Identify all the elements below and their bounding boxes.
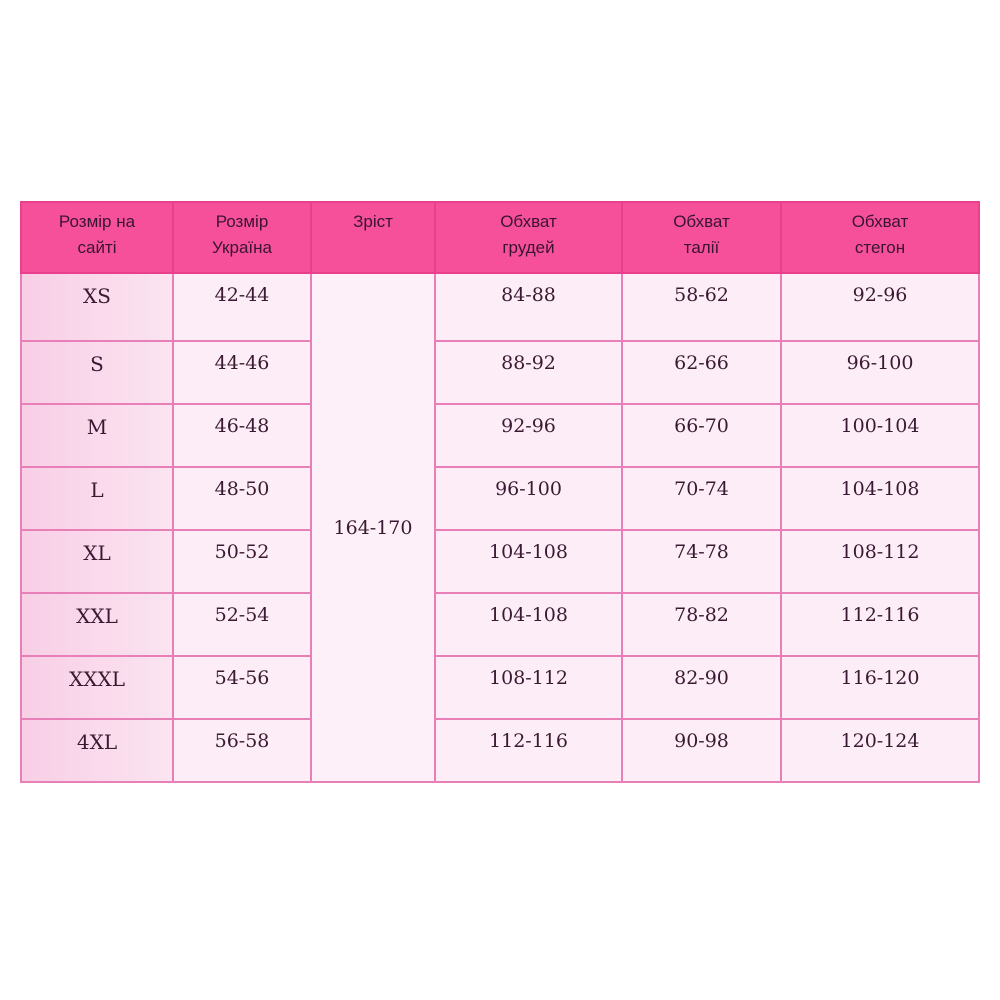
header-size-ukraine: Розмір Україна	[172, 201, 312, 274]
table-row: XL 50-52 104-108 74-78 108-112	[20, 529, 980, 594]
chest-cell: 84-88	[434, 272, 623, 342]
ukraine-size-cell: 56-58	[172, 718, 312, 783]
chest-cell: 112-116	[434, 718, 623, 783]
hips-cell: 112-116	[780, 592, 980, 657]
waist-cell: 74-78	[621, 529, 782, 594]
header-line: Обхват	[851, 212, 909, 231]
hips-cell: 92-96	[780, 272, 980, 342]
header-height: Зріст	[310, 201, 436, 274]
header-line: Розмір	[215, 212, 269, 231]
header-line: стегон	[854, 238, 906, 257]
chest-cell: 96-100	[434, 466, 623, 531]
size-cell: XXXL	[20, 655, 174, 720]
size-cell: 4XL	[20, 718, 174, 783]
chest-cell: 104-108	[434, 592, 623, 657]
header-waist: Обхват талії	[621, 201, 782, 274]
header-chest: Обхват грудей	[434, 201, 623, 274]
size-cell: S	[20, 340, 174, 405]
chest-cell: 92-96	[434, 403, 623, 468]
header-line: Розмір на	[58, 212, 136, 231]
header-hips: Обхват стегон	[780, 201, 980, 274]
waist-cell: 66-70	[621, 403, 782, 468]
ukraine-size-cell: 54-56	[172, 655, 312, 720]
header-size-site: Розмір на сайті	[20, 201, 174, 274]
waist-cell: 90-98	[621, 718, 782, 783]
hips-cell: 96-100	[780, 340, 980, 405]
ukraine-size-cell: 48-50	[172, 466, 312, 531]
header-line: Обхват	[673, 212, 730, 231]
table-row: XS 42-44 164-170 84-88 58-62 92-96	[20, 272, 980, 783]
size-cell: XS	[20, 272, 174, 342]
hips-cell: 120-124	[780, 718, 980, 783]
table-row: XXXL 54-56 108-112 82-90 116-120	[20, 655, 980, 720]
header-line: талії	[683, 238, 720, 257]
size-cell: M	[20, 403, 174, 468]
table-row: S 44-46 88-92 62-66 96-100	[20, 340, 980, 405]
size-chart-table: Розмір на сайті Розмір Україна Зріст Обхват гр…	[20, 201, 980, 783]
chest-cell: 104-108	[434, 529, 623, 594]
waist-cell: 58-62	[621, 272, 782, 342]
ukraine-size-cell: 42-44	[172, 272, 312, 342]
chest-cell: 108-112	[434, 655, 623, 720]
ukraine-size-cell: 50-52	[172, 529, 312, 594]
header-row: Розмір на сайті Розмір Україна Зріст Обхват гр…	[20, 201, 980, 274]
size-cell: XXL	[20, 592, 174, 657]
ukraine-size-cell: 44-46	[172, 340, 312, 405]
hips-cell: 100-104	[780, 403, 980, 468]
waist-cell: 78-82	[621, 592, 782, 657]
table-row: L 48-50 96-100 70-74 104-108	[20, 466, 980, 531]
size-cell: L	[20, 466, 174, 531]
table-row: XXL 52-54 104-108 78-82 112-116	[20, 592, 980, 657]
header-line: Україна	[212, 238, 272, 257]
header-line: сайті	[77, 238, 117, 257]
header-line: Зріст	[353, 212, 393, 231]
size-cell: XL	[20, 529, 174, 594]
ukraine-size-cell: 46-48	[172, 403, 312, 468]
hips-cell: 108-112	[780, 529, 980, 594]
table-row: M 46-48 92-96 66-70 100-104	[20, 403, 980, 468]
chest-cell: 88-92	[434, 340, 623, 405]
waist-cell: 62-66	[621, 340, 782, 405]
hips-cell: 104-108	[780, 466, 980, 531]
hips-cell: 116-120	[780, 655, 980, 720]
waist-cell: 82-90	[621, 655, 782, 720]
header-line: Обхват	[500, 212, 557, 231]
height-cell: 164-170	[310, 272, 436, 783]
header-line: грудей	[502, 238, 555, 257]
waist-cell: 70-74	[621, 466, 782, 531]
table-row: 4XL 56-58 112-116 90-98 120-124	[20, 718, 980, 783]
ukraine-size-cell: 52-54	[172, 592, 312, 657]
